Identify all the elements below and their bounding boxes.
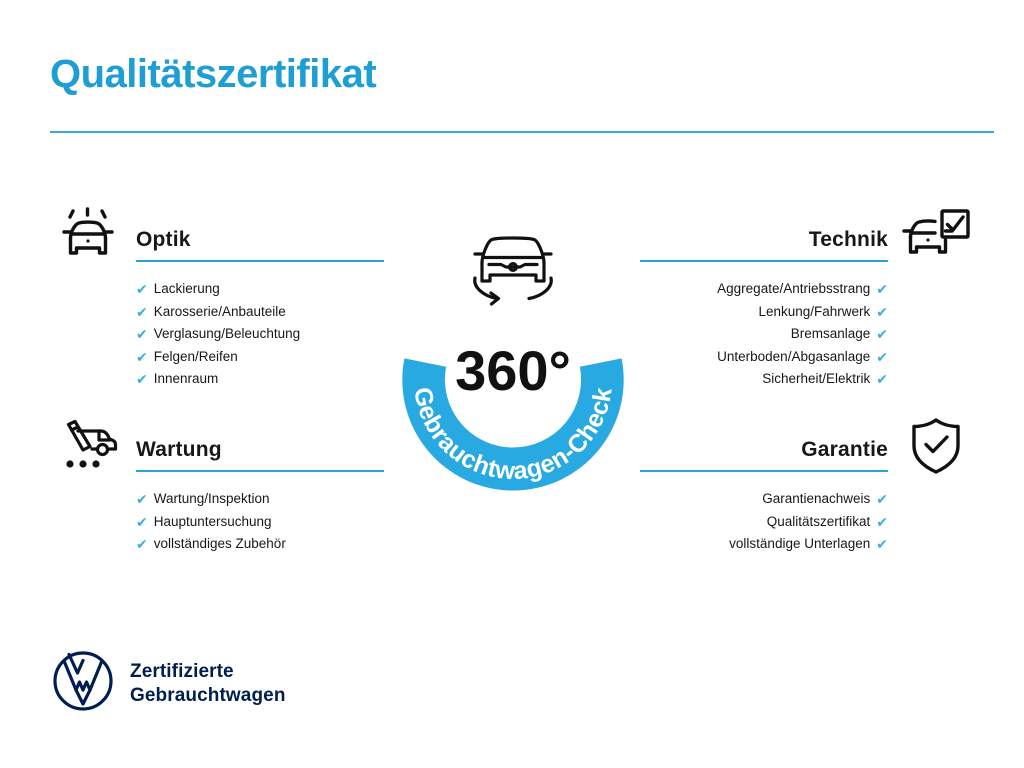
list-item: ✔ vollständiges Zubehör [136, 533, 436, 556]
list-item: ✔ Verglasung/Beleuchtung [136, 323, 436, 346]
list-item: ✔ Felgen/Reifen [136, 346, 436, 369]
section-garantie-body: Garantie Garantienachweis ✔ Qualitätszer… [588, 410, 888, 556]
check-icon: ✔ [136, 371, 148, 388]
check-icon: ✔ [876, 303, 888, 320]
list-item-label: Sicherheit/Elektrik [762, 371, 871, 386]
footer-text: Zertifizierte Gebrauchtwagen [130, 660, 286, 708]
list-item-label: vollständige Unterlagen [729, 536, 871, 551]
section-heading: Optik [136, 228, 191, 251]
list-item: vollständige Unterlagen ✔ [588, 533, 888, 556]
list-item-label: Garantienachweis [762, 491, 871, 506]
pen-car-service-icon [48, 410, 128, 482]
list-item: Lenkung/Fahrwerk ✔ [588, 301, 888, 324]
section-underline [136, 260, 384, 262]
check-icon: ✔ [136, 348, 148, 365]
list-item-label: Verglasung/Beleuchtung [153, 326, 301, 341]
list-item-label: vollständiges Zubehör [153, 536, 286, 551]
check-icon: ✔ [876, 348, 888, 365]
list-item-label: Lackierung [153, 281, 220, 296]
section-underline [640, 260, 888, 262]
list-item: ✔ Lackierung [136, 278, 436, 301]
check-icon: ✔ [876, 326, 888, 343]
list-item-label: Qualitätszertifikat [766, 513, 871, 529]
check-icon: ✔ [876, 491, 888, 508]
list-item: ✔ Wartung/Inspektion [136, 488, 436, 511]
badge-360-gebrauchtwagen-check: Gebrauchtwagen-Check 360° [378, 194, 648, 494]
footer-line-1: Zertifizierte [130, 660, 234, 682]
list-item: Garantienachweis ✔ [588, 488, 888, 511]
footer-brand: Zertifizierte Gebrauchtwagen [52, 650, 286, 717]
list-item-label: Unterboden/Abgasanlage [717, 348, 871, 364]
section-technik-list: Aggregate/Antriebsstrang ✔ Lenkung/Fahrw… [588, 278, 888, 391]
list-item-label: Aggregate/Antriebsstrang [717, 281, 871, 296]
page-title: Qualitätszertifikat [50, 52, 377, 96]
section-technik-body: Technik Aggregate/Antriebsstrang ✔ Lenku… [588, 200, 888, 391]
section-heading: Technik [808, 228, 888, 251]
shield-check-icon [896, 410, 976, 482]
list-item: Qualitätszertifikat ✔ [588, 511, 888, 534]
check-icon: ✔ [136, 281, 148, 298]
list-item: ✔ Hauptuntersuchung [136, 511, 436, 534]
list-item: Aggregate/Antriebsstrang ✔ [588, 278, 888, 301]
list-item: Sicherheit/Elektrik ✔ [588, 368, 888, 391]
check-icon: ✔ [136, 513, 148, 530]
section-optik-list: ✔ Lackierung ✔ Karosserie/Anbauteile ✔ V… [136, 278, 436, 391]
section-wartung-body: Wartung ✔ Wartung/Inspektion ✔ Hauptunte… [136, 410, 436, 556]
car-front-rotate-icon [473, 236, 553, 306]
section-garantie-list: Garantienachweis ✔ Qualitätszertifikat ✔… [588, 488, 888, 556]
section-wartung-list: ✔ Wartung/Inspektion ✔ Hauptuntersuchung… [136, 488, 436, 556]
section-underline [640, 470, 888, 472]
car-checkbox-icon [896, 200, 976, 272]
vw-logo [52, 650, 114, 717]
list-item-label: Lenkung/Fahrwerk [758, 303, 871, 319]
check-icon: ✔ [136, 303, 148, 320]
section-underline [136, 470, 384, 472]
list-item: Bremsanlage ✔ [588, 323, 888, 346]
car-shine-icon [48, 200, 128, 272]
list-item: ✔ Innenraum [136, 368, 436, 391]
ring-arc [402, 358, 624, 491]
list-item-label: Hauptuntersuchung [153, 513, 272, 529]
list-item-label: Bremsanlage [790, 326, 871, 341]
check-icon: ✔ [876, 513, 888, 530]
list-item-label: Innenraum [153, 371, 219, 386]
list-item-label: Wartung/Inspektion [153, 491, 270, 506]
list-item-label: Felgen/Reifen [153, 348, 238, 364]
list-item-label: Karosserie/Anbauteile [153, 303, 286, 319]
section-optik-body: Optik ✔ Lackierung ✔ Karosserie/Anbautei… [136, 200, 436, 391]
check-icon: ✔ [136, 491, 148, 508]
check-icon: ✔ [876, 536, 888, 553]
list-item: Unterboden/Abgasanlage ✔ [588, 346, 888, 369]
check-icon: ✔ [136, 326, 148, 343]
check-icon: ✔ [876, 281, 888, 298]
section-heading: Garantie [801, 438, 888, 461]
check-icon: ✔ [136, 536, 148, 553]
check-icon: ✔ [876, 371, 888, 388]
section-heading: Wartung [136, 438, 222, 461]
list-item: ✔ Karosserie/Anbauteile [136, 301, 436, 324]
header-divider [50, 131, 994, 133]
footer-line-2: Gebrauchtwagen [130, 684, 286, 706]
badge-center-text: 360° [455, 339, 571, 402]
